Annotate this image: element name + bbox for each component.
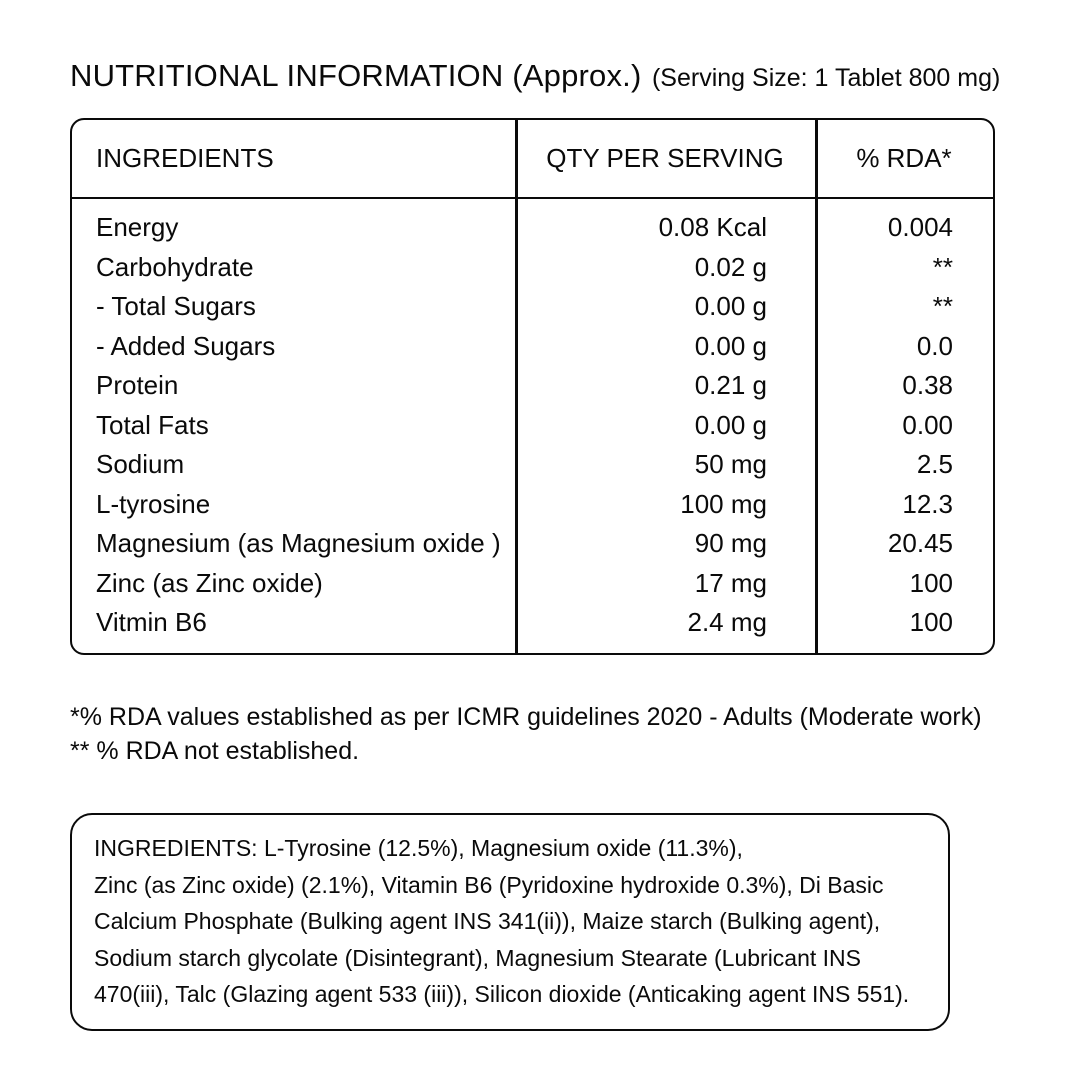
table-row: Magnesium (as Magnesium oxide ) 90 mg 20…	[72, 524, 993, 564]
table-row: Vitmin B6 2.4 mg 100	[72, 603, 993, 643]
footnote-rda-not-established: ** % RDA not established.	[70, 737, 360, 765]
cell-qty: 90 mg	[694, 528, 767, 558]
cell-rda: 2.5	[916, 449, 953, 479]
table-row: Carbohydrate 0.02 g **	[72, 248, 993, 288]
table-header-row: INGREDIENTS QTY PER SERVING % RDA*	[72, 120, 993, 199]
cell-rda: 0.0	[916, 330, 953, 361]
cell-qty: 0.00 g	[694, 330, 767, 361]
cell-ingredient: L-tyrosine	[96, 488, 211, 519]
nutrition-table: INGREDIENTS QTY PER SERVING % RDA* Energ…	[70, 118, 995, 655]
cell-qty: 17 mg	[694, 567, 767, 598]
title-serving-size: (Serving Size: 1 Tablet 800 mg)	[651, 64, 1001, 92]
ingredients-line: Sodium starch glycolate (Disintegrant), …	[94, 944, 862, 971]
cell-qty: 0.02 g	[694, 251, 767, 282]
cell-ingredient: Magnesium (as Magnesium oxide )	[96, 528, 501, 558]
table-row: Total Fats 0.00 g 0.00	[72, 406, 993, 446]
ingredients-line: INGREDIENTS: L-Tyrosine (12.5%), Magnesi…	[94, 835, 743, 861]
cell-rda: 0.00	[902, 409, 953, 440]
page-title: NUTRITIONAL INFORMATION (Approx.) (Servi…	[70, 58, 1000, 94]
header-qty-per-serving: QTY PER SERVING	[546, 143, 784, 173]
ingredients-line: 470(iii), Talc (Glazing agent 533 (iii))…	[94, 981, 910, 1007]
header-ingredients: INGREDIENTS	[96, 143, 274, 173]
table-row: Protein 0.21 g 0.38	[72, 366, 993, 406]
table-row: L-tyrosine 100 mg 12.3	[72, 485, 993, 525]
cell-rda: 0.004	[887, 212, 953, 242]
footnotes: *% RDA values established as per ICMR gu…	[70, 700, 982, 768]
ingredients-box: INGREDIENTS: L-Tyrosine (12.5%), Magnesi…	[70, 813, 950, 1031]
table-row: - Added Sugars 0.00 g 0.0	[72, 327, 993, 367]
cell-rda: 12.3	[902, 488, 953, 519]
cell-ingredient: Vitmin B6	[96, 607, 207, 637]
cell-rda: 100	[909, 567, 953, 598]
cell-qty: 0.21 g	[694, 370, 767, 400]
ingredients-line: Calcium Phosphate (Bulking agent INS 341…	[94, 908, 881, 934]
table-row: Energy 0.08 Kcal 0.004	[72, 208, 993, 248]
cell-qty: 2.4 mg	[687, 607, 768, 637]
cell-rda: 100	[909, 607, 953, 637]
cell-ingredient: Total Fats	[96, 409, 209, 440]
ingredients-line: Zinc (as Zinc oxide) (2.1%), Vitamin B6 …	[94, 871, 884, 898]
footnote-rda-source: *% RDA values established as per ICMR gu…	[70, 703, 982, 731]
cell-qty: 50 mg	[694, 449, 767, 479]
table-divider-2	[815, 120, 818, 653]
table-row: Sodium 50 mg 2.5	[72, 445, 993, 485]
cell-rda: **	[932, 251, 953, 282]
cell-ingredient: Protein	[96, 370, 179, 400]
cell-ingredient: Energy	[96, 212, 179, 242]
cell-rda: 0.38	[902, 370, 953, 400]
title-main: NUTRITIONAL INFORMATION (Approx.)	[70, 58, 642, 93]
cell-qty: 100 mg	[680, 488, 767, 519]
cell-rda: **	[932, 291, 953, 321]
table-divider-1	[515, 120, 518, 653]
cell-qty: 0.00 g	[694, 291, 767, 321]
table-body: Energy 0.08 Kcal 0.004 Carbohydrate 0.02…	[72, 199, 993, 643]
cell-ingredient: Sodium	[96, 449, 185, 479]
cell-ingredient: Carbohydrate	[96, 251, 254, 282]
table-row: - Total Sugars 0.00 g **	[72, 287, 993, 327]
cell-ingredient: - Total Sugars	[96, 291, 256, 321]
cell-qty: 0.08 Kcal	[658, 212, 767, 242]
cell-ingredient: Zinc (as Zinc oxide)	[96, 567, 323, 598]
cell-qty: 0.00 g	[694, 409, 767, 440]
cell-ingredient: - Added Sugars	[96, 330, 276, 361]
cell-rda: 20.45	[887, 528, 953, 558]
header-rda: % RDA*	[856, 143, 952, 173]
table-row: Zinc (as Zinc oxide) 17 mg 100	[72, 564, 993, 604]
